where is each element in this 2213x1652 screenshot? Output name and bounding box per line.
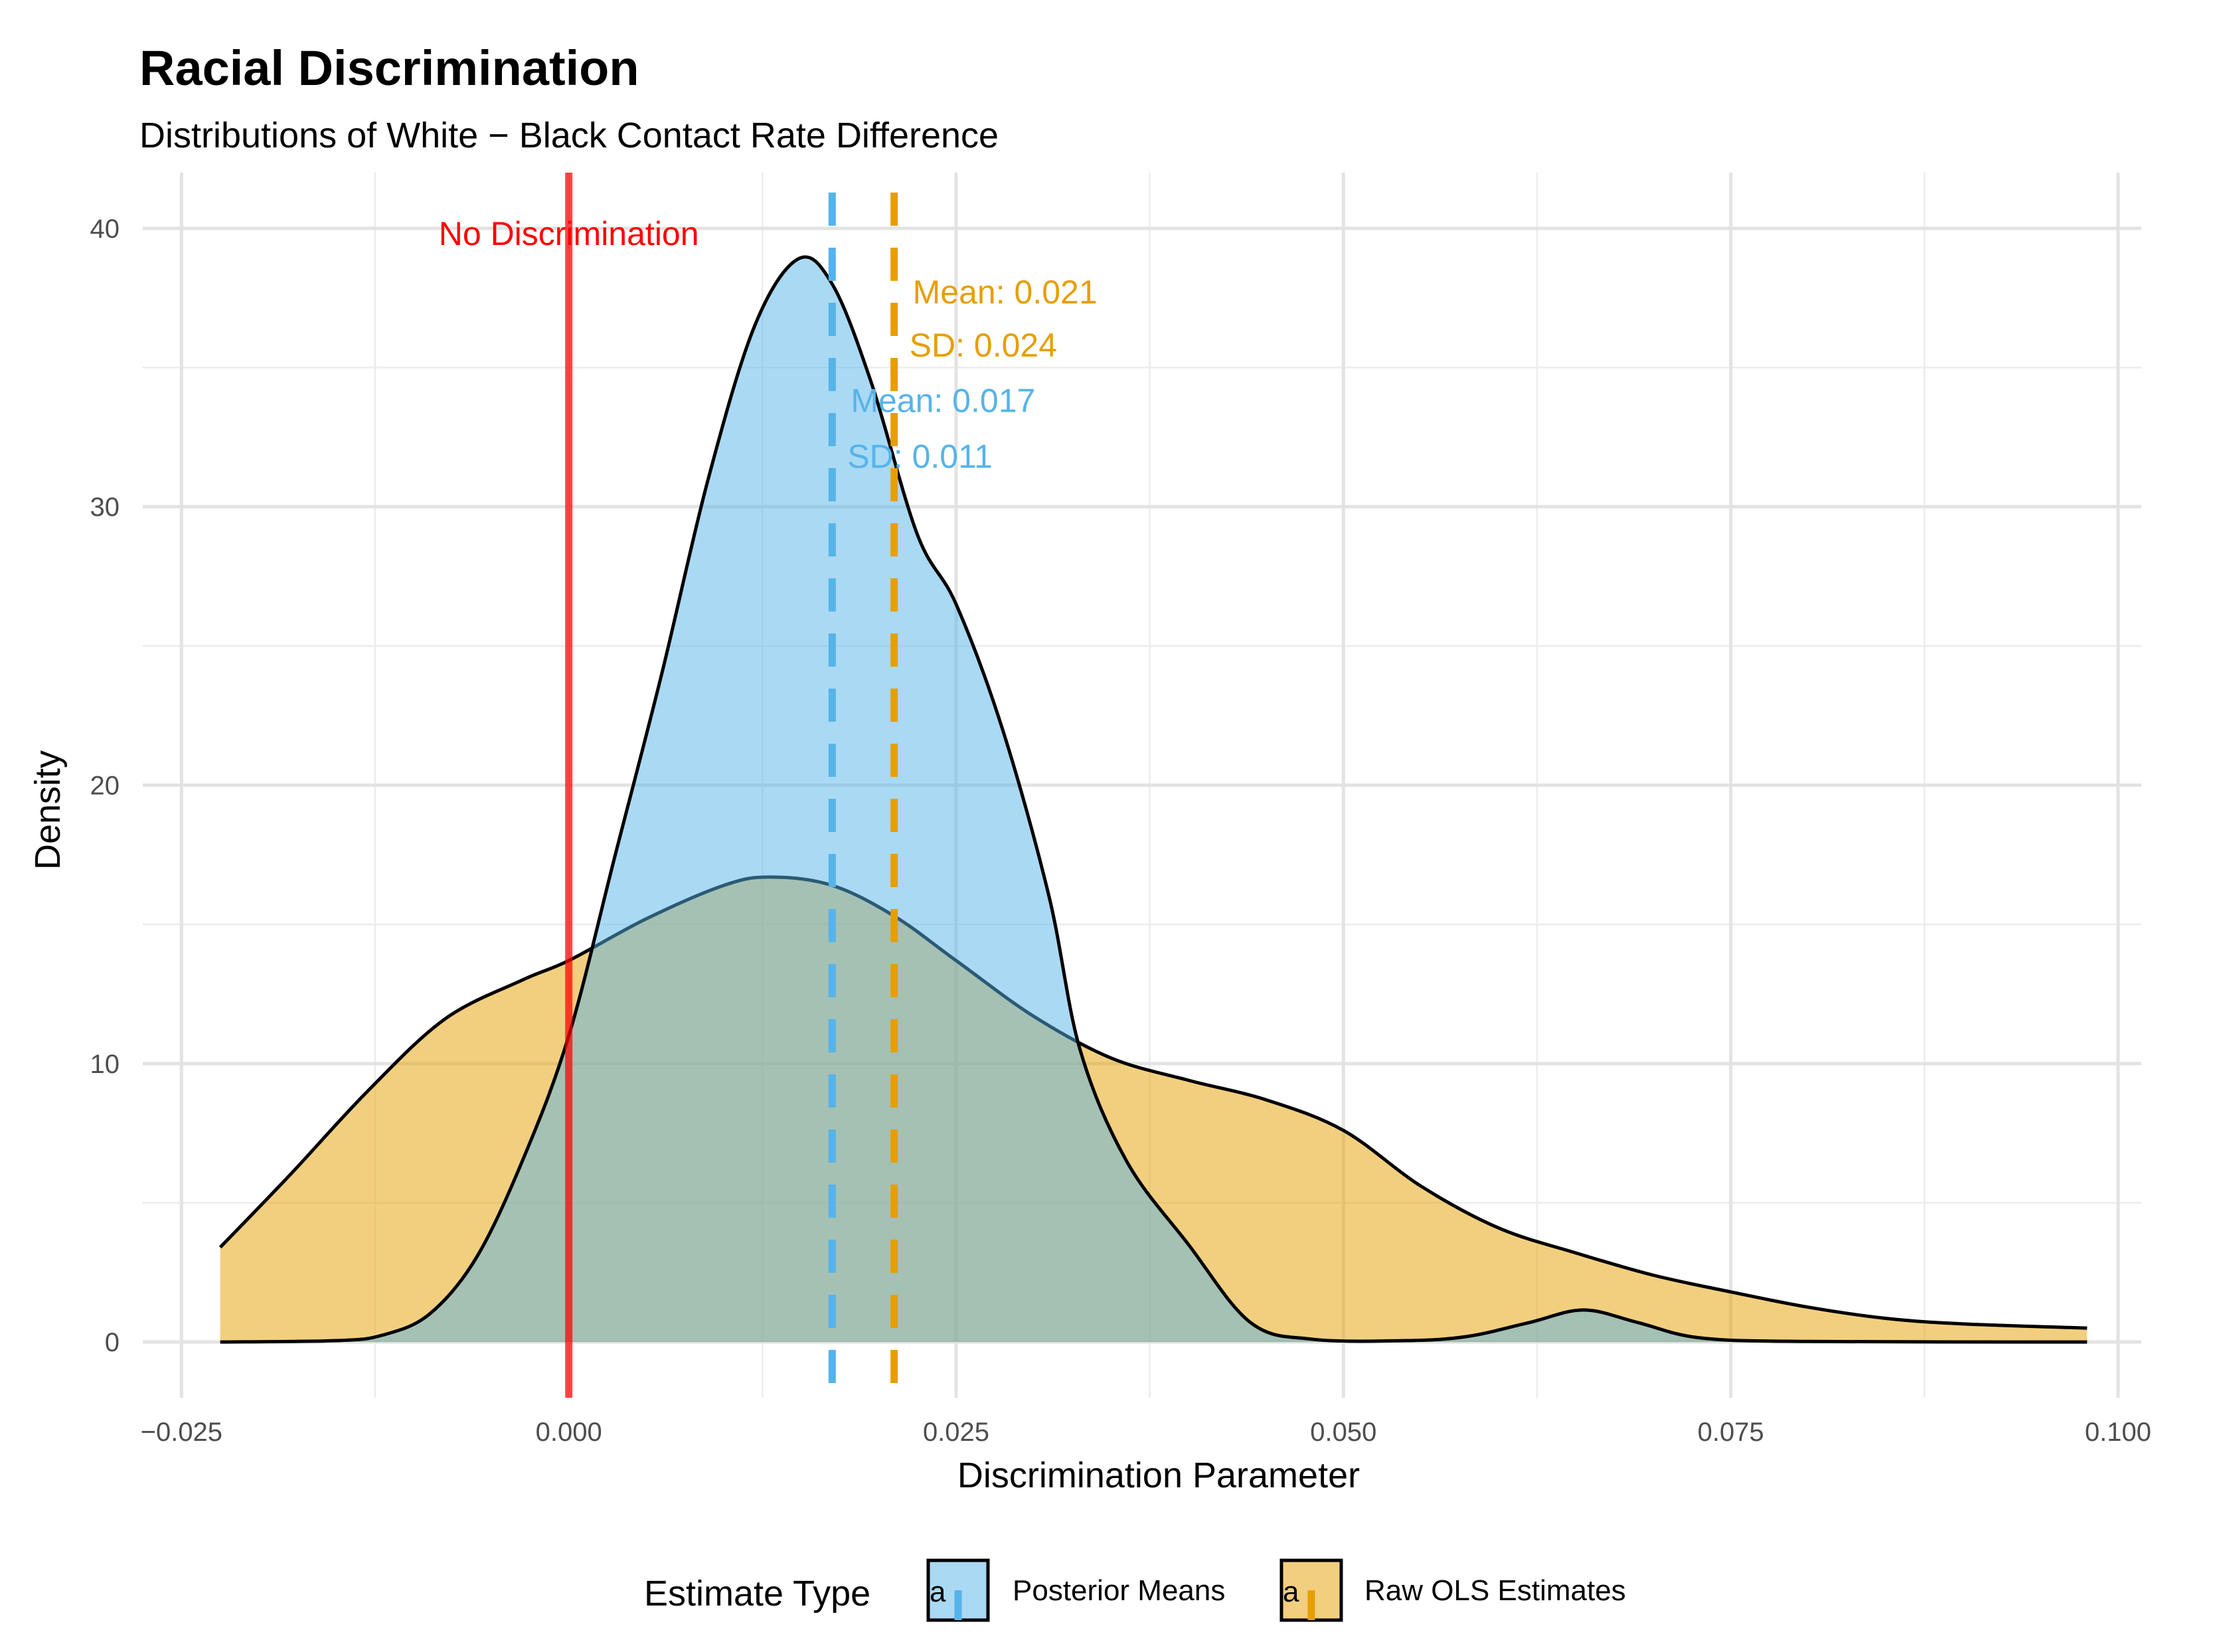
density-areas bbox=[218, 255, 2088, 1344]
chart-title: Racial Discrimination bbox=[139, 41, 639, 96]
density-curve-raw-ols-estimates bbox=[218, 875, 2088, 1330]
chart-subtitle: Distributions of White − Black Contact R… bbox=[139, 116, 999, 155]
y-tick-label: 30 bbox=[90, 493, 120, 522]
y-tick-label: 20 bbox=[90, 772, 120, 801]
x-tick-label: 0.000 bbox=[536, 1418, 602, 1447]
density-curve-posterior-means bbox=[220, 255, 2088, 1344]
density-fill-posterior-means bbox=[220, 256, 2088, 1343]
legend-label-raw-ols-estimates: Raw OLS Estimates bbox=[1364, 1574, 1626, 1607]
reference-lines: No Discrimination Mean: 0.017 SD: 0.011 Mea… bbox=[439, 173, 1098, 1398]
x-tick-label: −0.025 bbox=[141, 1418, 222, 1447]
x-tick-label: 0.025 bbox=[923, 1418, 989, 1447]
sd-annotation-posterior-means: SD: 0.011 bbox=[847, 438, 993, 475]
mean-annotation-raw-ols-estimates: Mean: 0.021 bbox=[913, 274, 1098, 311]
no-discrimination-label: No Discrimination bbox=[439, 215, 699, 252]
x-tick-labels: −0.025 0.000 0.025 0.050 0.075 0.100 bbox=[141, 1418, 2151, 1447]
y-tick-label: 40 bbox=[90, 214, 120, 244]
legend-title: Estimate Type bbox=[644, 1574, 870, 1613]
legend: Estimate Type a Posterior Means a Raw OLS E… bbox=[644, 1558, 1626, 1622]
legend-key-glyph-posterior-means: a bbox=[930, 1576, 946, 1608]
x-tick-label: 0.075 bbox=[1698, 1418, 1764, 1447]
y-tick-label: 0 bbox=[105, 1328, 120, 1357]
mean-annotation-posterior-means: Mean: 0.017 bbox=[851, 382, 1035, 420]
legend-key-glyph-raw-ols-estimates: a bbox=[1283, 1576, 1299, 1608]
y-axis-title: Density bbox=[28, 750, 68, 870]
x-axis-title: Discrimination Parameter bbox=[957, 1455, 1360, 1495]
x-tick-label: 0.050 bbox=[1310, 1418, 1376, 1447]
legend-label-posterior-means: Posterior Means bbox=[1013, 1574, 1225, 1607]
y-tick-label: 10 bbox=[90, 1050, 120, 1079]
y-tick-labels: 0 10 20 30 40 bbox=[90, 214, 120, 1357]
sd-annotation-raw-ols-estimates: SD: 0.024 bbox=[910, 327, 1057, 364]
x-tick-label: 0.100 bbox=[2085, 1418, 2151, 1447]
